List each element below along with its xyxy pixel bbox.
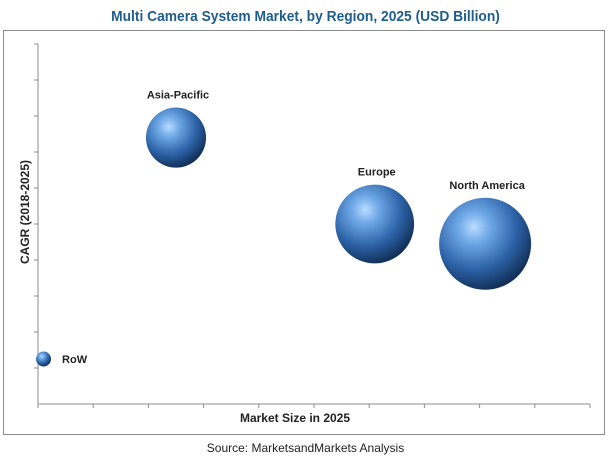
bubble-north-america	[439, 197, 532, 290]
bubble-label-asia-pacific: Asia-Pacific	[147, 90, 209, 102]
bubble-label-row: RoW	[62, 354, 88, 366]
chart-title: Multi Camera System Market, by Region, 2…	[111, 8, 500, 25]
axis-ticks	[34, 43, 591, 408]
bubble-labels: Asia-Pacific Europe North America RoW	[62, 90, 526, 366]
bubbles-group	[36, 107, 532, 367]
bubble-asia-pacific	[145, 107, 207, 168]
y-axis-title: CAGR (2018-2025)	[18, 160, 32, 264]
source-note: Source: MarketsandMarkets Analysis	[206, 441, 405, 455]
bubble-label-europe: Europe	[358, 167, 396, 179]
bubble-europe	[335, 184, 415, 264]
bubble-label-north-america: North America	[449, 180, 525, 192]
x-axis-title: Market Size in 2025	[240, 411, 350, 425]
chart-frame	[3, 30, 605, 435]
bubble-row	[36, 351, 52, 367]
